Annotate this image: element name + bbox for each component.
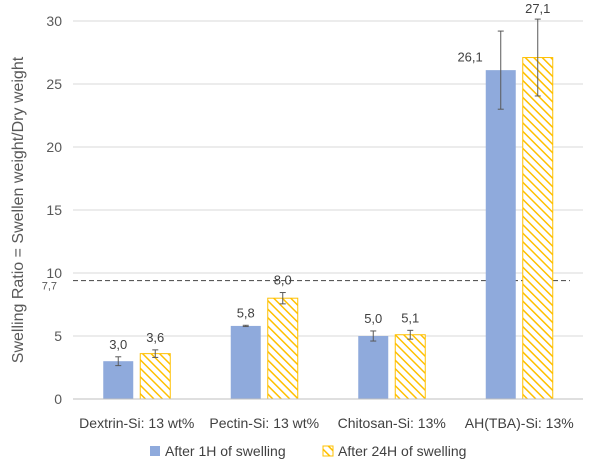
y-tick-label: 5 xyxy=(54,328,62,344)
x-tick-label: AH(TBA)-Si: 13% xyxy=(465,415,574,431)
data-label: 3,6 xyxy=(146,330,164,345)
reference-line-group: 7,7 xyxy=(42,279,570,293)
legend-label: After 1H of swelling xyxy=(165,443,286,459)
x-tick-label: Chitosan-Si: 13% xyxy=(338,415,446,431)
data-label: 27,1 xyxy=(525,1,550,16)
bar xyxy=(267,297,299,400)
y-tick-label: 25 xyxy=(46,76,62,92)
y-tick-label: 10 xyxy=(46,265,62,281)
legend: After 1H of swelling After 24H of swellin… xyxy=(150,443,466,459)
y-tick-label: 20 xyxy=(46,139,62,155)
data-label: 3,0 xyxy=(109,337,127,352)
bar xyxy=(358,336,389,399)
bar xyxy=(139,353,171,400)
bar xyxy=(394,334,426,400)
bars: 3,0 3,6 5,8 8,0 5,0 5,1 26,1 27,1 xyxy=(103,1,554,400)
data-label: 5,0 xyxy=(364,311,382,326)
y-tick-label: 0 xyxy=(54,391,62,407)
data-label: 8,0 xyxy=(274,273,292,288)
bar xyxy=(230,325,261,399)
y-tick-label: 30 xyxy=(46,13,62,29)
y-tick-label: 15 xyxy=(46,202,62,218)
y-axis-label: Swelling Ratio = Swellen weight/Dry weig… xyxy=(10,56,27,363)
x-tick-label: Pectin-Si: 13 wt% xyxy=(209,415,319,431)
bar xyxy=(522,57,554,400)
data-label: 5,8 xyxy=(237,305,255,320)
bar xyxy=(103,361,134,399)
legend-label: After 24H of swelling xyxy=(338,443,466,459)
bar xyxy=(485,70,516,399)
x-tick-label: Dextrin-Si: 13 wt% xyxy=(79,415,194,431)
legend-swatch xyxy=(150,446,160,456)
axes: Dextrin-Si: 13 wt% Pectin-Si: 13 wt% Chito… xyxy=(73,398,583,431)
legend-swatch xyxy=(322,445,334,457)
data-label: 5,1 xyxy=(401,310,419,325)
reference-line-label: 7,7 xyxy=(42,281,57,293)
data-label: 26,1 xyxy=(457,49,482,64)
